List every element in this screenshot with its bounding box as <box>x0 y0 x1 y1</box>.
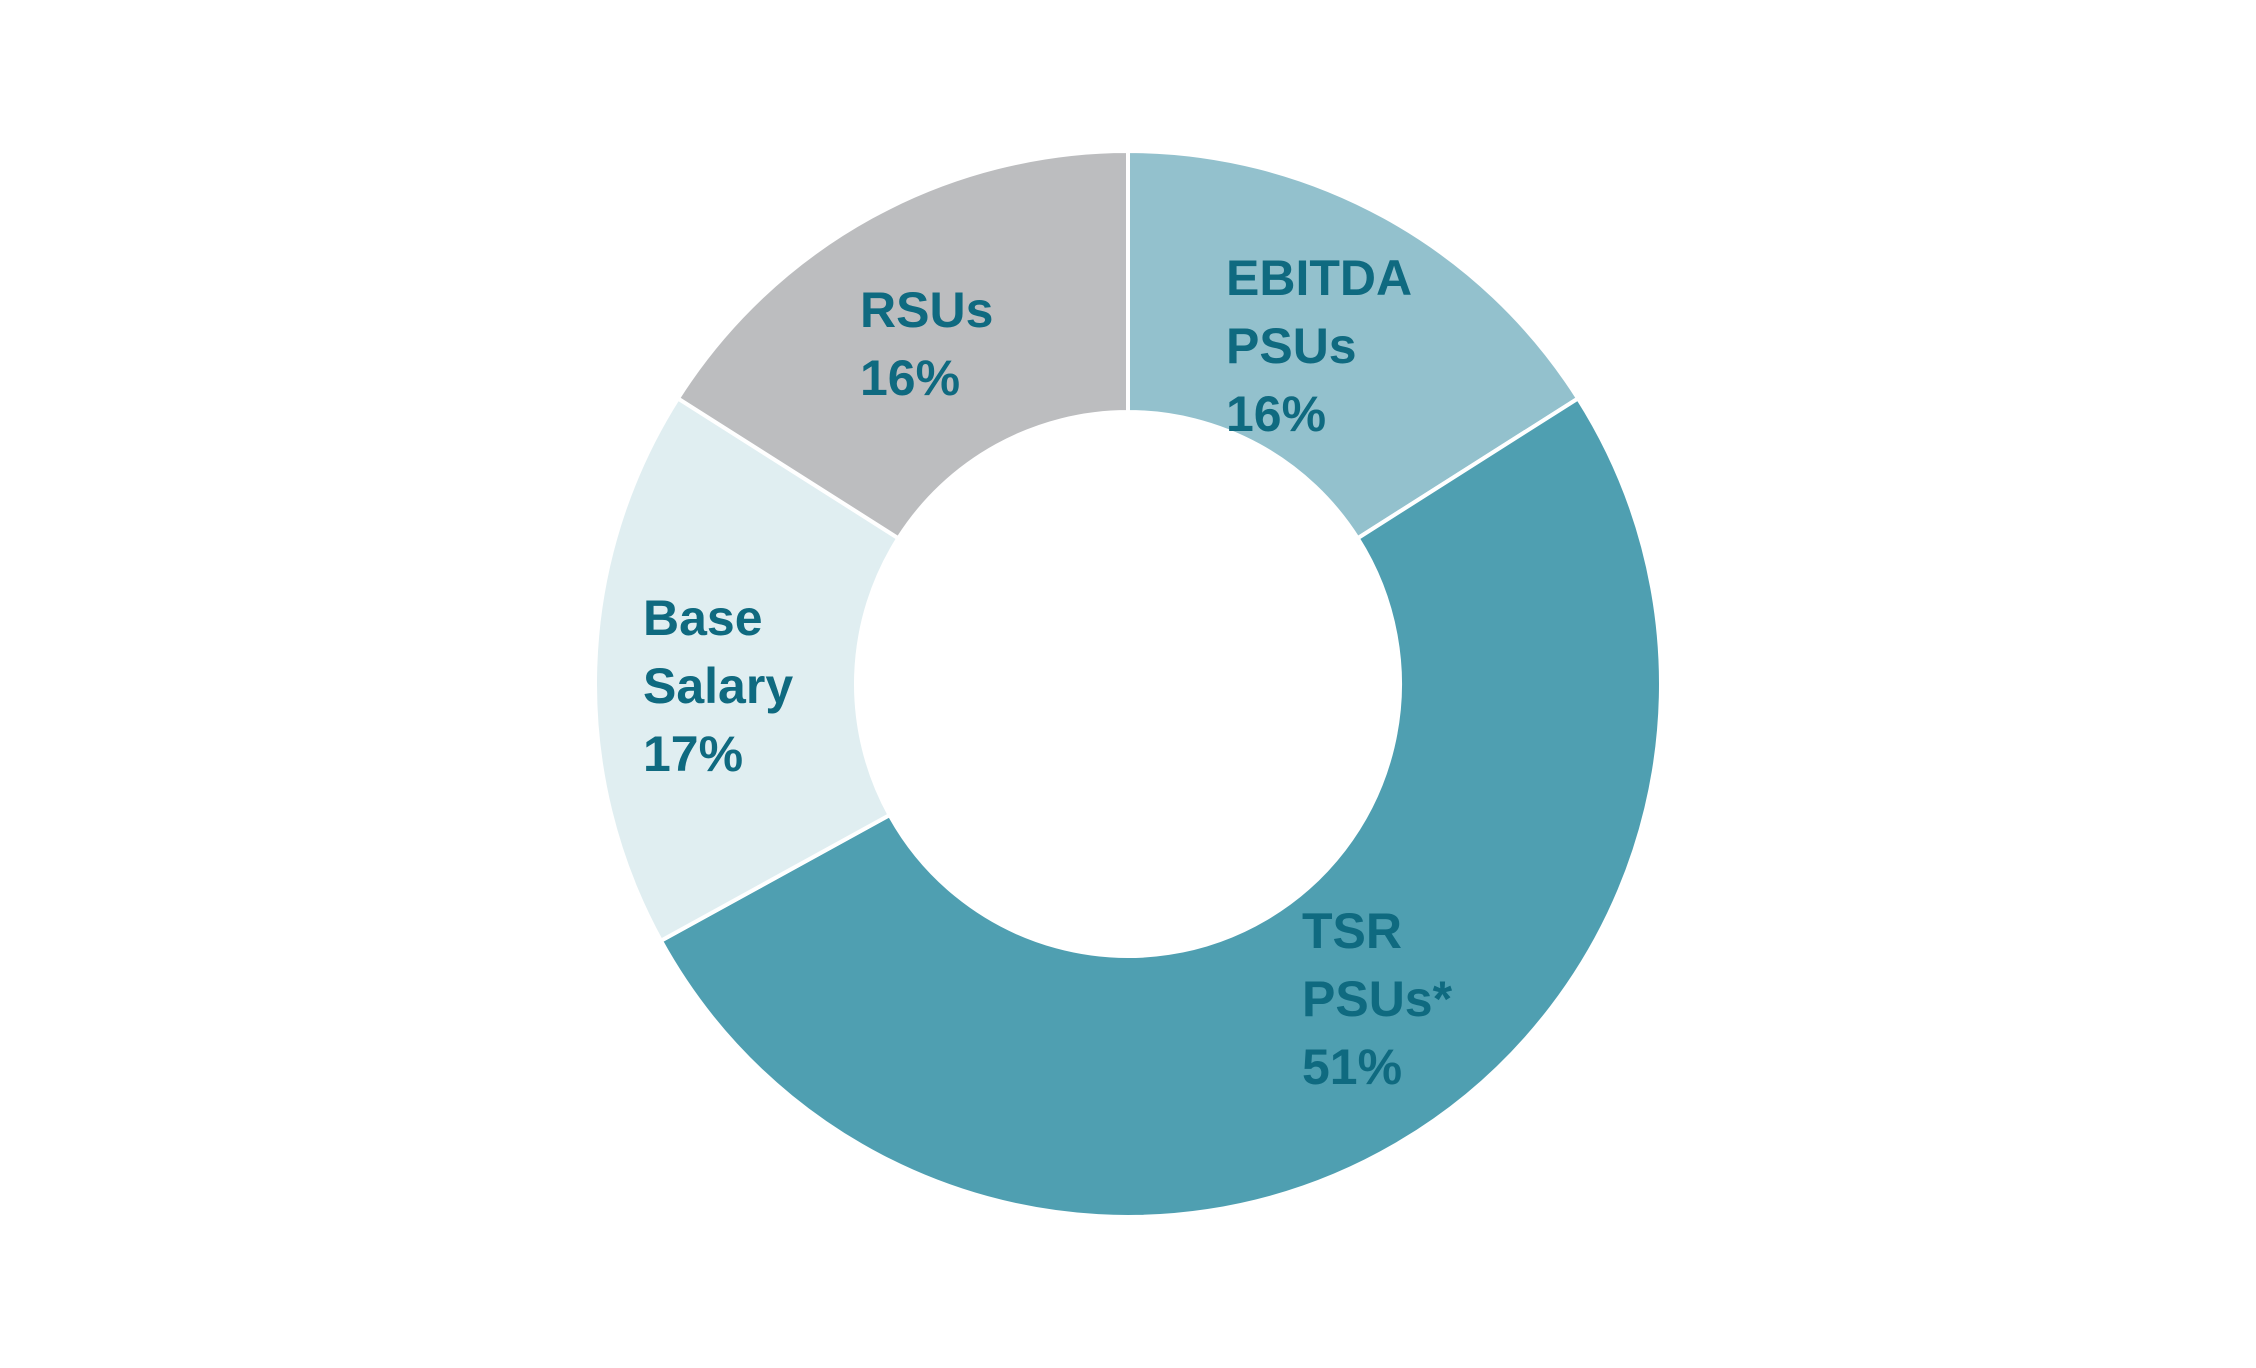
donut-slices <box>593 148 1663 1219</box>
label-line: PSUs* <box>1302 971 1453 1027</box>
slice-rsus <box>675 148 1130 542</box>
label-ebitda-psus: EBITDA PSUs 16% <box>1226 250 1412 442</box>
label-line: 51% <box>1302 1039 1402 1095</box>
label-line: 16% <box>1226 386 1326 442</box>
label-line: 17% <box>643 726 743 782</box>
slice-tsr-psus <box>658 395 1663 1219</box>
label-line: PSUs <box>1226 318 1357 374</box>
slice-base-salary <box>593 395 902 944</box>
donut-labels: EBITDA PSUs 16% TSR PSUs* 51% Base Salary 17% RSU… <box>643 250 1453 1095</box>
label-line: TSR <box>1302 903 1402 959</box>
label-rsus: RSUs 16% <box>860 282 993 406</box>
slice-ebitda-psus <box>1126 148 1581 542</box>
label-line: Base <box>643 590 763 646</box>
label-line: Salary <box>643 658 793 714</box>
label-tsr-psus: TSR PSUs* 51% <box>1302 903 1453 1095</box>
label-line: RSUs <box>860 282 993 338</box>
label-line: EBITDA <box>1226 250 1412 306</box>
label-base-salary: Base Salary 17% <box>643 590 793 782</box>
label-line: 16% <box>860 350 960 406</box>
